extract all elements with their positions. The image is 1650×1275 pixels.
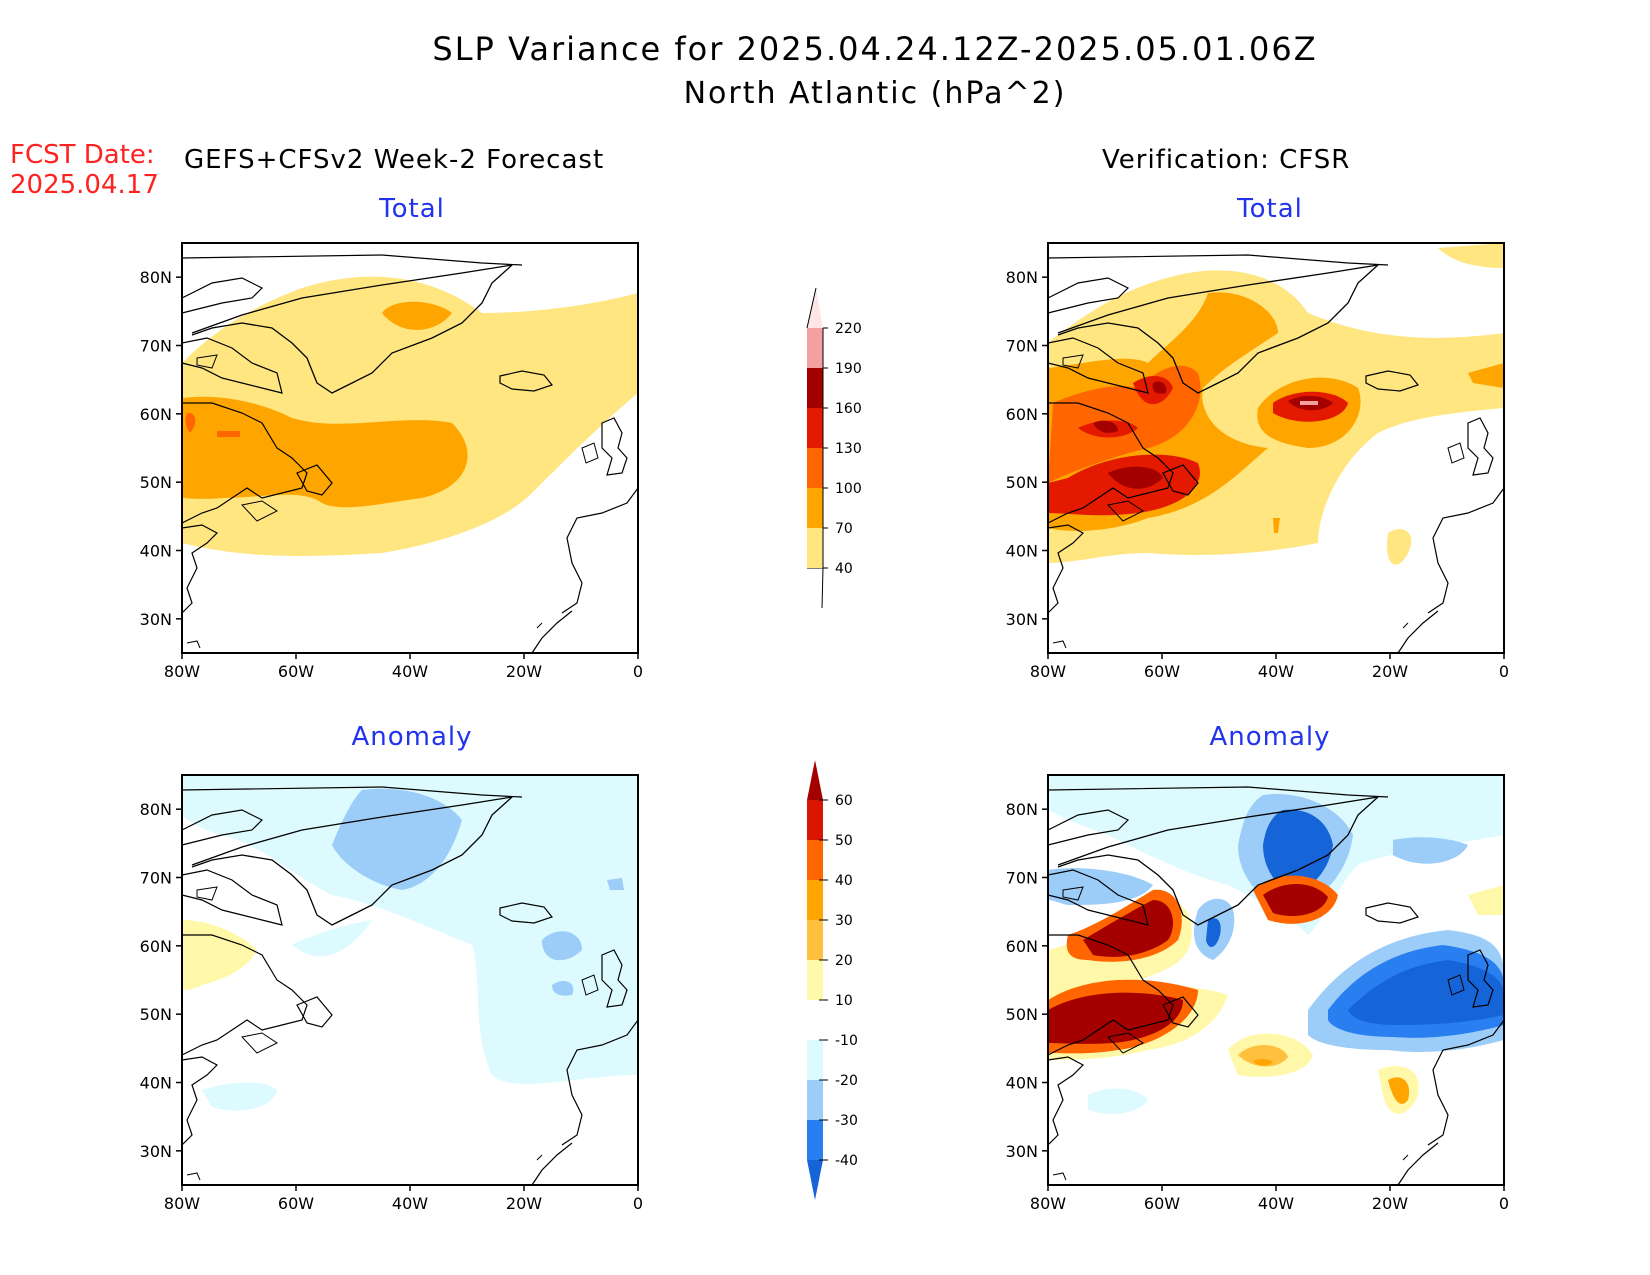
colorbar-level-label: 130: [835, 441, 862, 457]
fcst-date-label: FCST Date:: [10, 140, 155, 170]
lon-tick-label: 60W: [278, 662, 314, 681]
colorbar-box: [807, 1080, 823, 1120]
colorbar-level-label: 40: [835, 561, 853, 577]
subtitle: North Atlantic (hPa^2): [683, 76, 1067, 111]
lon-tick-label: 40W: [392, 1194, 428, 1213]
lat-tick-label: 50N: [140, 1005, 172, 1024]
lat-tick-label: 60N: [1006, 937, 1038, 956]
lat-tick-label: 30N: [140, 610, 172, 629]
lat-tick-label: 70N: [140, 869, 172, 888]
colorbar-level-label: -20: [835, 1073, 858, 1089]
colorbar-level-label: 30: [835, 913, 853, 929]
colorbar-total: 40 70 100 130 160 190 220: [806, 287, 862, 609]
colorbar-box: [807, 960, 823, 1000]
panel-title-forecast-total: Total: [379, 194, 445, 224]
lat-tick-label: 40N: [1006, 1074, 1038, 1093]
colorbar-level-label: 70: [835, 521, 853, 537]
lon-tick-label: 60W: [1144, 1194, 1180, 1213]
lat-tick-label: 60N: [140, 405, 172, 424]
colorbar-box: [807, 488, 823, 528]
lat-tick-label: 50N: [1006, 1005, 1038, 1024]
lon-tick-label: 0: [633, 1194, 643, 1213]
lon-tick-label: 60W: [1144, 662, 1180, 681]
colorbar-box: [807, 368, 823, 408]
colorbar-box: [807, 880, 823, 920]
lat-tick-label: 80N: [1006, 800, 1038, 819]
lon-tick-label: 0: [1499, 662, 1509, 681]
lon-tick-label: 20W: [506, 662, 542, 681]
lon-tick-label: 40W: [1258, 662, 1294, 681]
map-verification-anomaly: [1047, 774, 1505, 1186]
colorbar-box: [807, 1120, 823, 1160]
panel-title-forecast-anomaly: Anomaly: [351, 722, 473, 752]
forecast-column-title: GEFS+CFSv2 Week-2 Forecast: [184, 145, 605, 175]
colorbar-level-label: 50: [835, 833, 853, 849]
colorbar-level-label: 100: [835, 481, 862, 497]
lat-tick-label: 50N: [140, 473, 172, 492]
colorbar-level-label: -40: [835, 1153, 858, 1169]
colorbar-box: [807, 840, 823, 880]
lat-tick-label: 80N: [140, 800, 172, 819]
lat-tick-label: 30N: [1006, 610, 1038, 629]
map-forecast-total: [181, 242, 639, 654]
map-axes: 80W 60W 40W 20W 0 80N 70N 60N 50N 40N 30N 80W 60W 40W…: [140, 268, 1509, 1213]
colorbar-end-lower: [807, 567, 824, 609]
colorbar-level-label: -10: [835, 1033, 858, 1049]
lon-tick-label: 20W: [506, 1194, 542, 1213]
lon-tick-label: 40W: [392, 662, 428, 681]
lon-tick-label: 80W: [164, 662, 200, 681]
lon-tick-label: 80W: [164, 1194, 200, 1213]
lat-tick-label: 40N: [1006, 542, 1038, 561]
lat-tick-label: 40N: [140, 1074, 172, 1093]
lat-tick-label: 30N: [1006, 1142, 1038, 1161]
lat-tick-label: 30N: [140, 1142, 172, 1161]
colorbar-end-lower: [807, 1160, 823, 1200]
colorbar-level-label: 60: [835, 793, 853, 809]
lat-tick-label: 50N: [1006, 473, 1038, 492]
lat-tick-label: 80N: [1006, 268, 1038, 287]
lat-tick-label: 70N: [1006, 869, 1038, 888]
colorbar-box: [807, 1040, 823, 1080]
colorbar-end-upper: [807, 288, 823, 328]
lon-tick-label: 20W: [1372, 662, 1408, 681]
verification-column-title: Verification: CFSR: [1102, 145, 1351, 175]
colorbar-level-label: 160: [835, 401, 862, 417]
lat-tick-label: 60N: [140, 937, 172, 956]
colorbar-level-label: 40: [835, 873, 853, 889]
colorbar-level-label: 20: [835, 953, 853, 969]
lat-tick-label: 70N: [140, 337, 172, 356]
colorbar-box: [807, 528, 823, 568]
lon-tick-label: 80W: [1030, 662, 1066, 681]
lon-tick-label: 20W: [1372, 1194, 1408, 1213]
lat-tick-label: 60N: [1006, 405, 1038, 424]
lon-tick-label: 0: [633, 662, 643, 681]
fcst-date-value: 2025.04.17: [10, 170, 159, 200]
lon-tick-label: 80W: [1030, 1194, 1066, 1213]
lat-tick-label: 80N: [140, 268, 172, 287]
lat-tick-label: 40N: [140, 542, 172, 561]
colorbar-box: [807, 920, 823, 960]
colorbar-anomaly: -40 -30 -20 -10 10 20 30 40 50 60: [807, 760, 858, 1200]
colorbar-box: [807, 448, 823, 488]
main-title: SLP Variance for 2025.04.24.12Z-2025.05.…: [432, 30, 1318, 68]
panel-title-verification-total: Total: [1237, 194, 1303, 224]
colorbar-level-label: 220: [835, 321, 862, 337]
colorbar-box: [807, 1000, 823, 1040]
colorbar-box: [807, 800, 823, 840]
colorbar-box: [807, 408, 823, 448]
lon-tick-label: 40W: [1258, 1194, 1294, 1213]
map-verification-total: [1047, 242, 1505, 654]
panel-title-verification-anomaly: Anomaly: [1209, 722, 1331, 752]
colorbar-end-upper: [807, 760, 823, 800]
lat-tick-label: 70N: [1006, 337, 1038, 356]
map-forecast-anomaly: [181, 774, 639, 1186]
lon-tick-label: 60W: [278, 1194, 314, 1213]
colorbar-box: [807, 328, 823, 368]
colorbar-level-label: -30: [835, 1113, 858, 1129]
colorbar-level-label: 190: [835, 361, 862, 377]
lon-tick-label: 0: [1499, 1194, 1509, 1213]
colorbar-level-label: 10: [835, 993, 853, 1009]
